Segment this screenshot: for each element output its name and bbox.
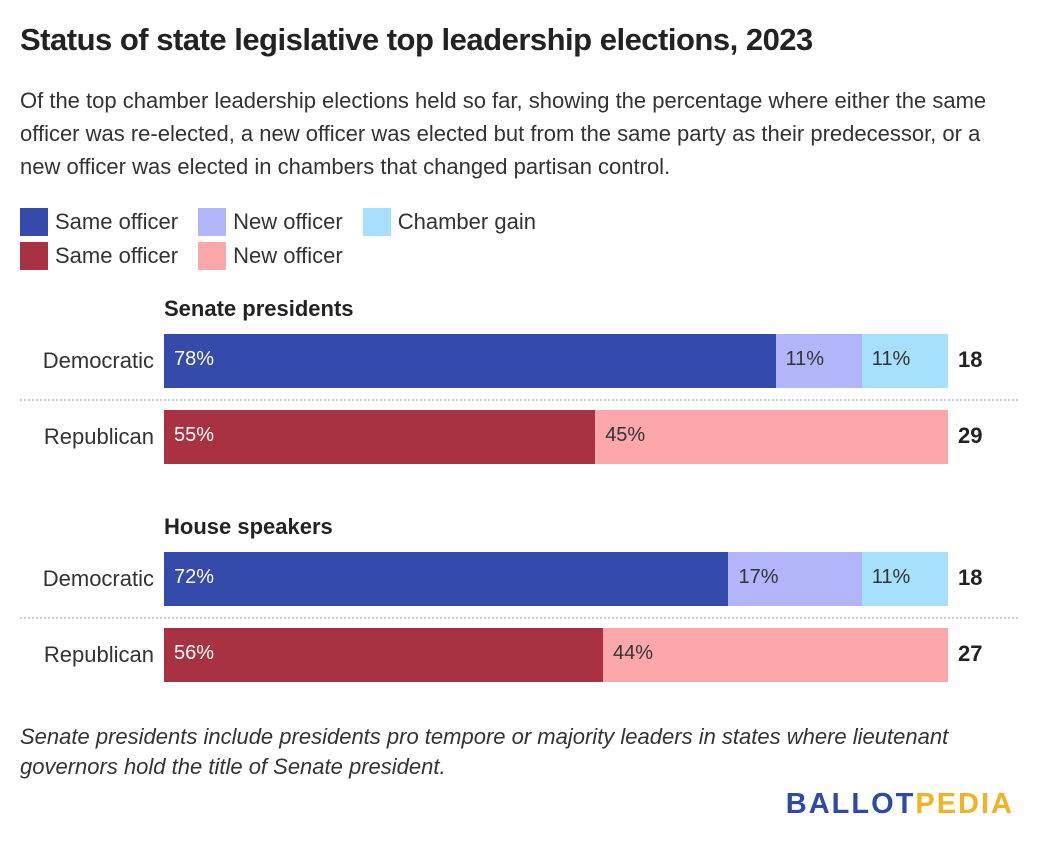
segment-value-label: 44% xyxy=(613,642,654,664)
segment-value-label: 11% xyxy=(871,348,911,370)
logo-part-pedia: PEDIA xyxy=(915,788,1014,820)
legend-swatch xyxy=(198,208,227,236)
row-label: Democratic xyxy=(42,566,154,591)
row-total: 27 xyxy=(958,641,983,666)
legend-item: Chamber gain xyxy=(362,208,536,236)
legend-label: Same officer xyxy=(55,209,179,234)
legend-label: Same officer xyxy=(55,243,179,268)
legend-item: New officer xyxy=(198,242,343,270)
stacked-bar: 72% 17% 11% xyxy=(164,552,948,606)
bar-segment: 45% xyxy=(595,410,948,464)
segment-value-label: 11% xyxy=(871,566,911,588)
legend-label: New officer xyxy=(233,243,343,268)
bar-segment: 55% xyxy=(164,410,596,464)
row-total: 29 xyxy=(958,423,983,448)
bar-segment: 78% xyxy=(164,334,776,388)
legend-label: New officer xyxy=(233,209,343,234)
legend-item: Same officer xyxy=(20,208,178,236)
row-label: Republican xyxy=(43,642,154,667)
legend-row: Same officer New officer Chamber gain xyxy=(20,205,720,239)
segment-value-label: 11% xyxy=(785,348,825,370)
bar-segment: 11% xyxy=(775,334,862,388)
segment-value-label: 56% xyxy=(174,642,215,664)
stacked-bar: 78% 11% 11% xyxy=(164,334,948,388)
ballotpedia-logo: BALLOTPEDIA xyxy=(786,788,1014,821)
row-total: 18 xyxy=(958,565,983,590)
segment-value-label: 55% xyxy=(174,424,215,446)
chart-subtitle: Of the top chamber leadership elections … xyxy=(20,88,987,179)
row-label: Democratic xyxy=(42,348,154,373)
row-divider xyxy=(20,399,1018,401)
legend-item: New officer xyxy=(198,208,343,236)
legend-label: Chamber gain xyxy=(397,209,536,234)
footnote: Senate presidents include presidents pro… xyxy=(20,724,949,779)
row-label: Republican xyxy=(43,424,154,449)
legend: Same officer New officer Chamber gain Same … xyxy=(20,205,720,273)
stacked-bar: 56% 44% xyxy=(164,628,948,682)
bar-segment: 44% xyxy=(603,628,948,682)
chart-title: Status of state legislative top leadersh… xyxy=(20,22,813,57)
legend-swatch xyxy=(198,242,227,270)
legend-swatch xyxy=(20,208,48,236)
bar-segment: 11% xyxy=(861,334,948,388)
legend-swatch xyxy=(362,208,391,236)
segment-value-label: 17% xyxy=(738,566,779,588)
segment-value-label: 78% xyxy=(174,348,215,370)
stacked-bar: 55% 45% xyxy=(164,410,948,464)
row-total: 18 xyxy=(958,347,983,372)
legend-item: Same officer xyxy=(20,242,178,270)
row-divider xyxy=(20,617,1018,619)
bar-segment: 56% xyxy=(164,628,604,682)
segment-value-label: 45% xyxy=(605,424,646,446)
bar-segment: 17% xyxy=(728,552,862,606)
group-title: Senate presidents xyxy=(164,296,354,321)
logo-part-ballot: BALLOT xyxy=(785,788,916,820)
bar-segment: 11% xyxy=(861,552,948,606)
bar-segment: 72% xyxy=(164,552,729,606)
group-title: House speakers xyxy=(164,514,333,539)
legend-row: Same officer New officer xyxy=(20,239,720,273)
segment-value-label: 72% xyxy=(174,566,215,588)
legend-swatch xyxy=(20,242,48,270)
